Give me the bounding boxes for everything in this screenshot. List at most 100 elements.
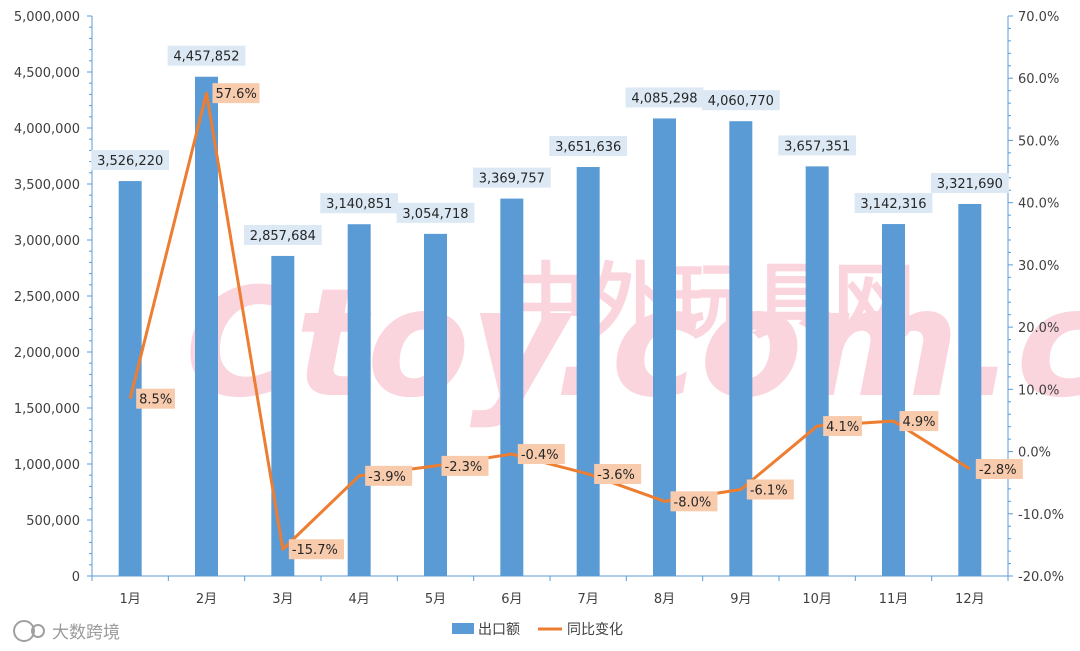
x-tick-label: 10月 (802, 592, 832, 607)
legend: 出口额 同比变化 (452, 622, 623, 638)
bars (118, 76, 982, 577)
x-tick-label: 4月 (349, 592, 370, 607)
bar (958, 203, 982, 577)
yoy-value-label-bg (594, 463, 642, 484)
x-tick-label: 8月 (654, 592, 675, 607)
yoy-value-label: 4.9% (903, 415, 936, 430)
y-left-tick-label: 500,000 (26, 514, 80, 529)
x-tick-label: 2月 (196, 592, 217, 607)
bar (729, 121, 753, 577)
bar-value-label-bg (549, 136, 628, 157)
y-right-tick-label: 10.0% (1018, 383, 1059, 398)
x-tick-label: 12月 (955, 592, 985, 607)
bar (882, 224, 905, 576)
bar-value-label-bg (167, 45, 246, 66)
data-labels: 3,526,220 4,457,852 2,857,684 3,140,851 3,05… (91, 45, 1023, 560)
bar-value-label-bg (91, 150, 170, 171)
bar-value-label: 3,321,690 (937, 177, 1003, 192)
bar-value-label: 4,457,852 (173, 50, 239, 65)
yoy-value-label: 57.6% (216, 87, 257, 102)
brand-icon (13, 620, 35, 642)
yoy-value-label-bg (823, 416, 862, 437)
y-right-tick-label: -10.0% (1018, 508, 1064, 523)
y-left-tick-label: 0 (72, 570, 80, 585)
x-tick-label: 1月 (120, 592, 141, 607)
y-right-tick-label: -20.0% (1018, 570, 1064, 585)
legend-label-bar: 出口额 (478, 622, 520, 638)
yoy-value-label-bg (746, 479, 794, 500)
x-tick-label: 5月 (425, 592, 446, 607)
yoy-value-label-bg (899, 411, 939, 432)
bar-value-label-bg (472, 167, 551, 188)
y-right-tick-label: 70.0% (1018, 10, 1059, 25)
yoy-value-label: -6.1% (750, 484, 788, 499)
bar-value-label-bg (930, 172, 1009, 193)
yoy-value-label: -2.3% (445, 460, 483, 475)
yoy-value-label-bg (441, 455, 489, 476)
yoy-value-label-bg (136, 388, 175, 409)
bar-value-label-bg (396, 202, 475, 223)
bar-value-label: 3,140,851 (326, 197, 392, 212)
bar-value-label-bg (625, 87, 704, 108)
bar (195, 76, 218, 576)
y-left-tick-label: 1,500,000 (14, 402, 80, 417)
bar-value-label: 3,142,316 (860, 197, 926, 212)
bar-value-label-bg (320, 193, 399, 214)
yoy-value-label: 4.1% (826, 420, 859, 435)
legend-label-line: 同比变化 (567, 622, 623, 638)
bar-value-label: 3,369,757 (479, 172, 545, 187)
bar-value-label: 3,657,351 (784, 139, 850, 154)
y-left-tick-label: 3,500,000 (14, 178, 80, 193)
x-tick-label: 9月 (730, 592, 751, 607)
yoy-value-label: -2.8% (979, 463, 1017, 478)
legend-swatch-bar (452, 623, 474, 634)
yoy-value-label-bg (365, 465, 413, 486)
y-left-tick-label: 1,000,000 (14, 458, 80, 473)
y-left-tick-label: 5,000,000 (14, 10, 80, 25)
y-right-tick-label: 40.0% (1018, 197, 1059, 212)
bar (576, 167, 600, 576)
yoy-value-label-bg (288, 539, 345, 560)
y-right-tick-label: 20.0% (1018, 321, 1059, 336)
bar (424, 233, 447, 576)
bar-value-label-bg (243, 224, 322, 245)
yoy-value-label: -15.7% (292, 543, 338, 558)
watermark-chinese: 中外玩具网 (505, 255, 915, 350)
bar-value-label: 4,085,298 (631, 91, 697, 106)
yoy-value-label-bg (975, 458, 1023, 479)
yoy-value-label: -0.4% (521, 448, 559, 463)
bar (347, 224, 371, 577)
bar (653, 118, 676, 576)
x-tick-label: 7月 (578, 592, 599, 607)
yoy-value-label-bg (212, 83, 260, 104)
watermark: Ctoy.com.cn 中外玩具网 (185, 255, 1080, 431)
brand-mark: 大数跨境 (13, 620, 120, 643)
x-tick-label: 3月 (272, 592, 293, 607)
y-right-tick-label: 30.0% (1018, 259, 1059, 274)
brand-text: 大数跨境 (52, 623, 120, 643)
x-tick-label: 6月 (501, 592, 522, 607)
axes: 0 500,000 1,000,000 1,500,000 2,000,000 2,500… (14, 10, 1064, 607)
bar (500, 198, 524, 576)
y-left-tick-label: 2,000,000 (14, 346, 80, 361)
y-right-tick-label: 50.0% (1018, 134, 1059, 149)
yoy-value-label-bg (670, 491, 718, 512)
watermark-logo: Ctoy.com.cn (185, 257, 1080, 431)
bar (118, 181, 142, 576)
y-right-tick-label: 60.0% (1018, 72, 1059, 87)
y-right-tick-label: 0.0% (1018, 446, 1051, 461)
bar-value-label-bg (701, 90, 780, 111)
bar-value-label-bg (854, 193, 933, 214)
bar (805, 166, 829, 576)
brand-icon-inner (31, 624, 45, 638)
bar-value-label: 2,857,684 (250, 229, 316, 244)
bar-value-label: 3,054,718 (402, 207, 468, 222)
yoy-value-label: -3.6% (597, 468, 635, 483)
bar (271, 255, 295, 576)
y-left-tick-label: 2,500,000 (14, 290, 80, 305)
yoy-value-label-bg (517, 444, 565, 465)
y-left-tick-label: 4,000,000 (14, 122, 80, 137)
bar-value-label: 3,651,636 (555, 140, 621, 155)
yoy-value-label: 8.5% (139, 393, 172, 408)
bar-value-label-bg (778, 135, 857, 156)
